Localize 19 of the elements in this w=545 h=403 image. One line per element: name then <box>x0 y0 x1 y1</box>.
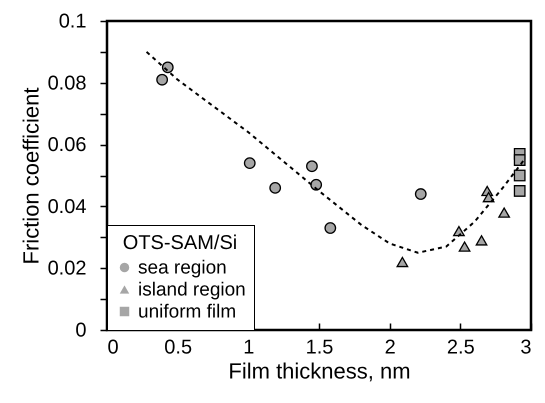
x-tick-label: 0 <box>108 336 119 358</box>
legend-label: island region <box>138 280 246 300</box>
y-tick-label: 0.02 <box>48 258 86 280</box>
legend-title: OTS-SAM/Si <box>122 232 238 254</box>
x-tick-label: 0.5 <box>164 336 192 358</box>
y-tick-label: 0 <box>75 320 86 342</box>
x-tick-label: 2 <box>384 336 396 358</box>
y-tick-label: 0.1 <box>58 10 86 32</box>
legend-label: sea region <box>138 258 227 278</box>
y-tick-label: 0.08 <box>48 72 86 94</box>
legend-label: uniform film <box>138 302 236 322</box>
x-tick-label: 3 <box>520 336 532 358</box>
y-tick-label: 0.06 <box>48 134 86 156</box>
y-tick-label: 0.04 <box>48 196 86 218</box>
x-axis-title: Film thickness, nm <box>228 358 411 384</box>
x-tick-label: 1.5 <box>306 336 334 358</box>
x-tick-label: 1 <box>243 336 254 358</box>
y-axis-title: Friction coefficient <box>18 88 44 264</box>
x-tick-label: 2.5 <box>446 336 475 358</box>
